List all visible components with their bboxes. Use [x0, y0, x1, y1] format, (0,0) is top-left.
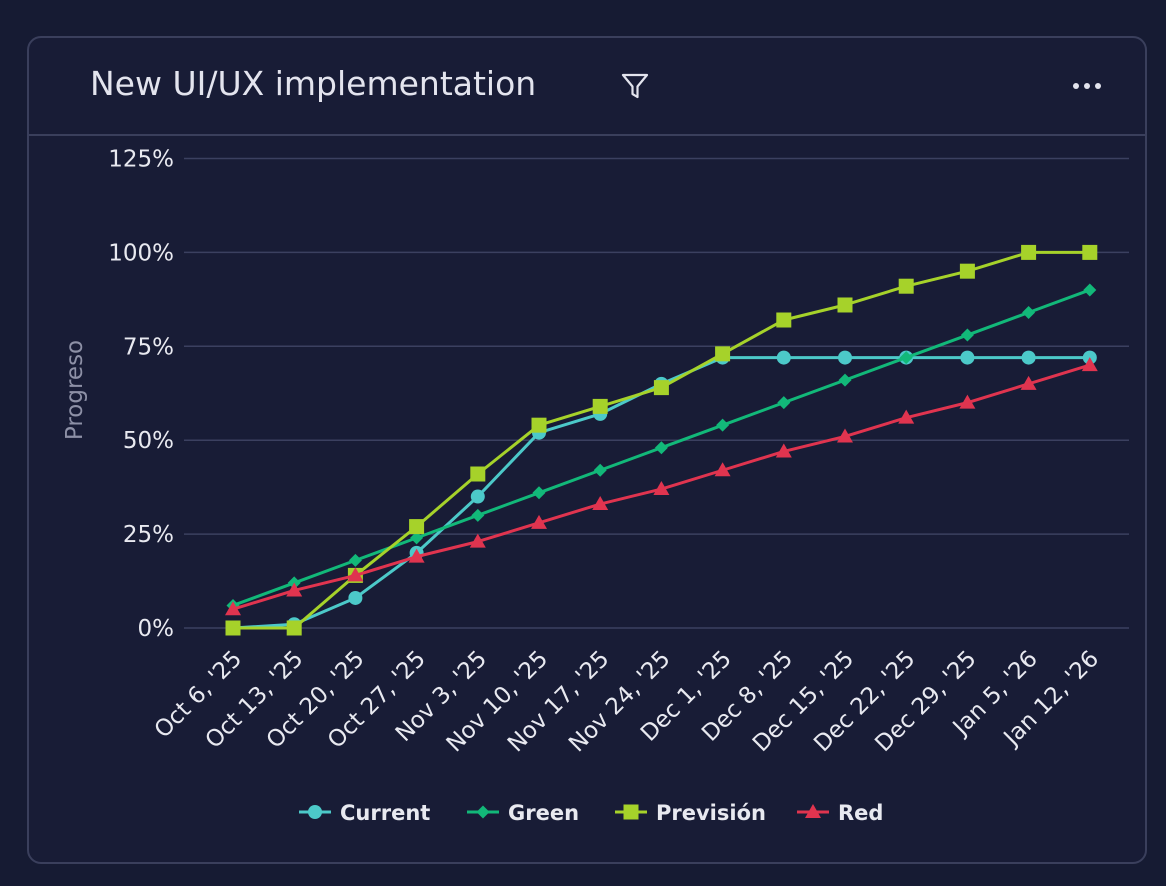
legend: Current Green Previsión Red: [299, 801, 883, 825]
data-point[interactable]: [348, 590, 363, 605]
data-point[interactable]: [959, 394, 976, 409]
legend-swatch-marker: [476, 805, 490, 819]
more-options-button[interactable]: [1067, 72, 1107, 100]
data-point[interactable]: [1022, 305, 1036, 319]
data-point[interactable]: [1021, 244, 1037, 260]
data-point[interactable]: [471, 508, 485, 522]
data-point[interactable]: [777, 396, 791, 410]
data-point[interactable]: [470, 466, 486, 482]
legend-label: Green: [508, 801, 579, 825]
legend-item-previsi-n[interactable]: Previsión: [615, 801, 766, 825]
data-point[interactable]: [775, 443, 792, 458]
data-point[interactable]: [593, 463, 607, 477]
series-red: [225, 357, 1098, 616]
data-point[interactable]: [776, 350, 791, 365]
data-point[interactable]: [225, 620, 241, 636]
y-tick-label: 100%: [108, 240, 174, 266]
legend-swatch-marker: [623, 804, 639, 820]
y-tick-label: 25%: [123, 522, 174, 548]
data-point[interactable]: [469, 533, 486, 548]
data-point[interactable]: [531, 514, 547, 529]
data-point[interactable]: [1083, 283, 1097, 297]
legend-swatch-marker: [805, 804, 821, 818]
data-point[interactable]: [1021, 350, 1036, 365]
data-point[interactable]: [653, 380, 669, 396]
filter-funnel-icon: [621, 73, 649, 99]
legend-item-current[interactable]: Current: [299, 801, 430, 825]
more-horizontal-icon: [1073, 83, 1101, 89]
y-tick-label: 75%: [123, 334, 174, 360]
legend-item-red[interactable]: Red: [797, 801, 883, 825]
data-point[interactable]: [716, 418, 730, 432]
data-point[interactable]: [286, 582, 303, 597]
data-point[interactable]: [838, 350, 852, 365]
data-point[interactable]: [714, 462, 731, 477]
data-point[interactable]: [470, 489, 485, 504]
data-point[interactable]: [898, 278, 914, 294]
card-header: New UI/UX implementation: [29, 38, 1145, 136]
card-title: New UI/UX implementation: [90, 64, 537, 103]
series-layer: [225, 244, 1098, 636]
legend-swatch-marker: [308, 805, 322, 819]
data-point[interactable]: [959, 263, 975, 279]
data-point[interactable]: [347, 567, 364, 582]
y-tick-label: 0%: [138, 616, 175, 642]
data-point[interactable]: [899, 351, 913, 365]
chart-card: New UI/UX implementation 0% 25% 50% 75% 100%…: [27, 36, 1147, 864]
legend-label: Previsión: [656, 801, 766, 825]
data-point[interactable]: [776, 312, 792, 328]
line-chart: 0% 25% 50% 75% 100% 125% Progreso Oct 6, '25O…: [62, 147, 1129, 825]
data-point[interactable]: [898, 409, 915, 424]
data-point[interactable]: [715, 346, 731, 362]
data-point[interactable]: [960, 328, 974, 342]
data-point[interactable]: [532, 486, 546, 500]
data-point[interactable]: [654, 441, 668, 455]
series-previsi-n: [225, 244, 1098, 636]
filter-button[interactable]: [619, 70, 651, 102]
legend-label: Current: [340, 801, 430, 825]
data-point[interactable]: [409, 519, 425, 535]
data-point[interactable]: [1082, 244, 1098, 260]
data-point[interactable]: [408, 548, 425, 563]
data-point[interactable]: [837, 297, 853, 313]
y-axis-label: Progreso: [62, 340, 88, 440]
data-point[interactable]: [592, 496, 609, 511]
data-point[interactable]: [960, 350, 975, 365]
data-point[interactable]: [1020, 375, 1037, 390]
data-point[interactable]: [286, 620, 302, 636]
data-point[interactable]: [225, 601, 241, 616]
y-tick-label: 50%: [123, 428, 174, 454]
data-point[interactable]: [1081, 357, 1098, 372]
legend-label: Red: [838, 801, 883, 825]
data-point[interactable]: [348, 553, 362, 567]
legend-item-green[interactable]: Green: [467, 801, 579, 825]
y-tick-label: 125%: [108, 147, 174, 173]
data-point[interactable]: [592, 398, 608, 414]
y-axis-ticks: 0% 25% 50% 75% 100% 125%: [108, 147, 174, 643]
data-point[interactable]: [410, 531, 424, 545]
data-point[interactable]: [653, 481, 670, 496]
data-point[interactable]: [838, 373, 852, 387]
series-green: [226, 283, 1097, 612]
data-point[interactable]: [837, 428, 853, 443]
grid-layer: [184, 157, 1129, 629]
data-point[interactable]: [531, 417, 547, 433]
